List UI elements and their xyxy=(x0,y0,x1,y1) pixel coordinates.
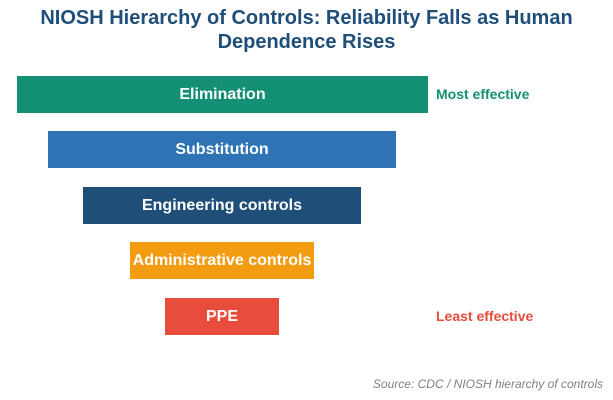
most-effective-label: Most effective xyxy=(436,86,530,102)
title-line-1: NIOSH Hierarchy of Controls: Reliability… xyxy=(40,7,573,29)
bar-administrative-controls: Administrative controls xyxy=(130,242,314,279)
least-effective-label: Least effective xyxy=(436,308,534,324)
bar-ppe: PPE xyxy=(165,298,279,335)
bar-label-substitution: Substitution xyxy=(175,140,269,158)
bar-label-administrative-controls: Administrative controls xyxy=(132,251,312,269)
bar-elimination: Elimination xyxy=(17,76,428,113)
title-line-2: Dependence Rises xyxy=(217,31,396,53)
bar-substitution: Substitution xyxy=(48,131,396,168)
source-note: Source: CDC / NIOSH hierarchy of control… xyxy=(372,377,603,391)
bar-label-engineering-controls: Engineering controls xyxy=(141,196,302,214)
diagram-title: NIOSH Hierarchy of Controls: Reliability… xyxy=(0,6,613,54)
bar-engineering-controls: Engineering controls xyxy=(83,187,361,224)
bar-label-elimination: Elimination xyxy=(179,85,266,103)
bar-label-ppe: PPE xyxy=(205,307,238,325)
